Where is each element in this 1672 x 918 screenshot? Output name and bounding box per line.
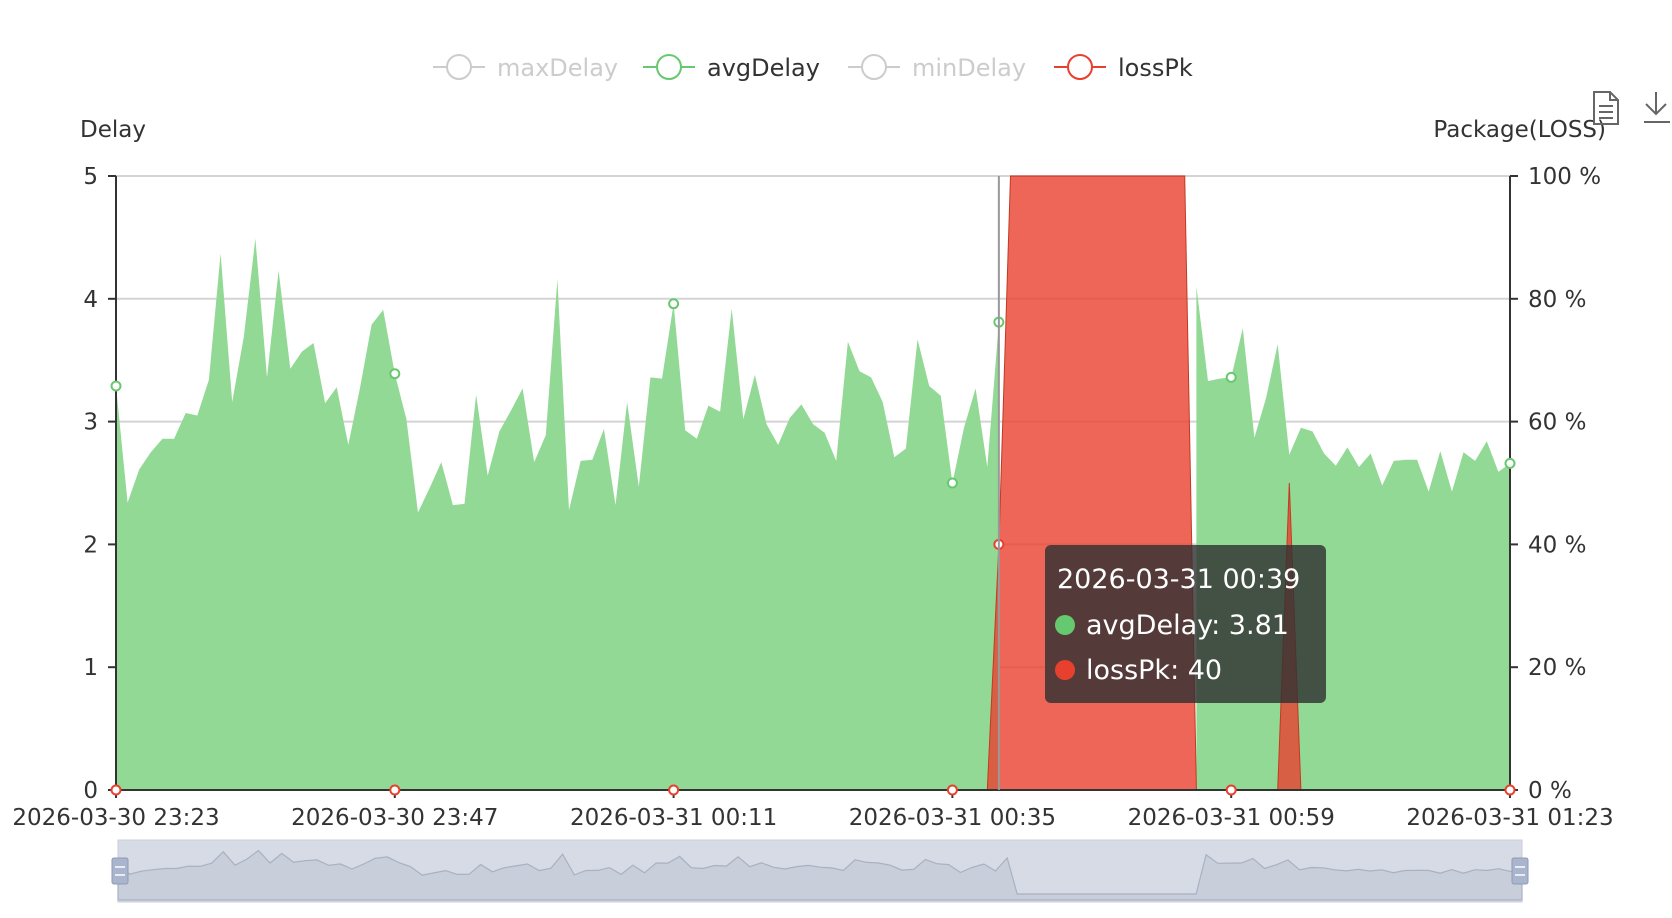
x-tick-label: 2026-03-31 00:11 bbox=[570, 805, 777, 831]
x-tick-label: 2026-03-31 01:23 bbox=[1406, 805, 1613, 831]
losspk-point bbox=[668, 784, 680, 796]
y2-tick-label: 20 % bbox=[1528, 655, 1586, 681]
legend-label: lossPk bbox=[1118, 54, 1193, 82]
data-zoom-right-handle[interactable] bbox=[1511, 857, 1529, 885]
data-zoom-left-handle[interactable] bbox=[111, 857, 129, 885]
legend-symbol bbox=[861, 54, 887, 80]
y2-tick-label: 100 % bbox=[1528, 164, 1601, 190]
tooltip-avgdelay-text: avgDelay: 3.81 bbox=[1086, 610, 1289, 641]
avgDelay-area bbox=[1196, 286, 1510, 790]
y-tick-label: 5 bbox=[83, 164, 98, 190]
legend-item-avgDelay[interactable]: avgDelay bbox=[643, 54, 820, 82]
avgdelay-point bbox=[1225, 371, 1237, 383]
x-tick-label: 2026-03-31 00:59 bbox=[1128, 805, 1335, 831]
x-tick-label: 2026-03-30 23:47 bbox=[291, 805, 498, 831]
y-axis-name: Delay bbox=[80, 117, 146, 143]
data-view-icon[interactable] bbox=[1593, 91, 1619, 125]
tooltip-losspk-dot bbox=[1055, 660, 1075, 680]
losspk-point bbox=[1225, 784, 1237, 796]
avgdelay-point bbox=[946, 477, 958, 489]
y2-axis-name: Package(LOSS) bbox=[1433, 117, 1606, 143]
avgDelay-area bbox=[116, 238, 999, 791]
y2-tick-label: 80 % bbox=[1528, 287, 1586, 313]
y-tick-label: 4 bbox=[83, 287, 98, 313]
losspk-point bbox=[110, 784, 122, 796]
avgdelay-point bbox=[110, 380, 122, 392]
y2-tick-label: 0 % bbox=[1528, 778, 1572, 804]
y-tick-label: 3 bbox=[83, 410, 98, 436]
avgdelay-point bbox=[389, 368, 401, 380]
save-image-icon[interactable] bbox=[1644, 92, 1670, 123]
y-tick-label: 1 bbox=[83, 655, 98, 681]
series-markers bbox=[110, 298, 1516, 796]
axes: 0 1 2 3 4 5 0 % 20 % 40 % 60 % 80 % 100 % 2026-03-30… bbox=[12, 164, 1613, 831]
y2-tick-label: 60 % bbox=[1528, 410, 1586, 436]
legend: maxDelay avgDelay minDelay lossPk bbox=[433, 54, 1193, 82]
y2-tick-label: 40 % bbox=[1528, 532, 1586, 558]
avgdelay-point bbox=[1504, 457, 1516, 469]
tooltip-losspk-text: lossPk: 40 bbox=[1086, 655, 1222, 686]
y-tick-label: 0 bbox=[83, 778, 98, 804]
legend-label: maxDelay bbox=[497, 54, 618, 82]
data-zoom-slider[interactable] bbox=[111, 839, 1529, 903]
legend-item-lossPk[interactable]: lossPk bbox=[1054, 54, 1193, 82]
legend-symbol bbox=[656, 54, 682, 80]
legend-item-maxDelay[interactable]: maxDelay bbox=[433, 54, 618, 82]
losspk-point bbox=[1504, 784, 1516, 796]
legend-symbol bbox=[1067, 54, 1093, 80]
legend-label: minDelay bbox=[912, 54, 1026, 82]
losspk-point bbox=[946, 784, 958, 796]
legend-label: avgDelay bbox=[707, 54, 820, 82]
y-tick-label: 2 bbox=[83, 532, 98, 558]
tooltip-box bbox=[1045, 545, 1326, 703]
x-tick-label: 2026-03-31 00:35 bbox=[849, 805, 1056, 831]
losspk-point bbox=[389, 784, 401, 796]
x-tick-label: 2026-03-30 23:23 bbox=[12, 805, 219, 831]
tooltip-title: 2026-03-31 00:39 bbox=[1057, 564, 1300, 595]
data-zoom-series-shadow bbox=[117, 849, 1523, 901]
avgdelay-point bbox=[668, 298, 680, 310]
legend-item-minDelay[interactable]: minDelay bbox=[848, 54, 1026, 82]
legend-symbol bbox=[446, 54, 472, 80]
tooltip: 2026-03-31 00:39 avgDelay: 3.81 lossPk: … bbox=[997, 176, 1326, 790]
tooltip-avgdelay-dot bbox=[1055, 615, 1075, 635]
